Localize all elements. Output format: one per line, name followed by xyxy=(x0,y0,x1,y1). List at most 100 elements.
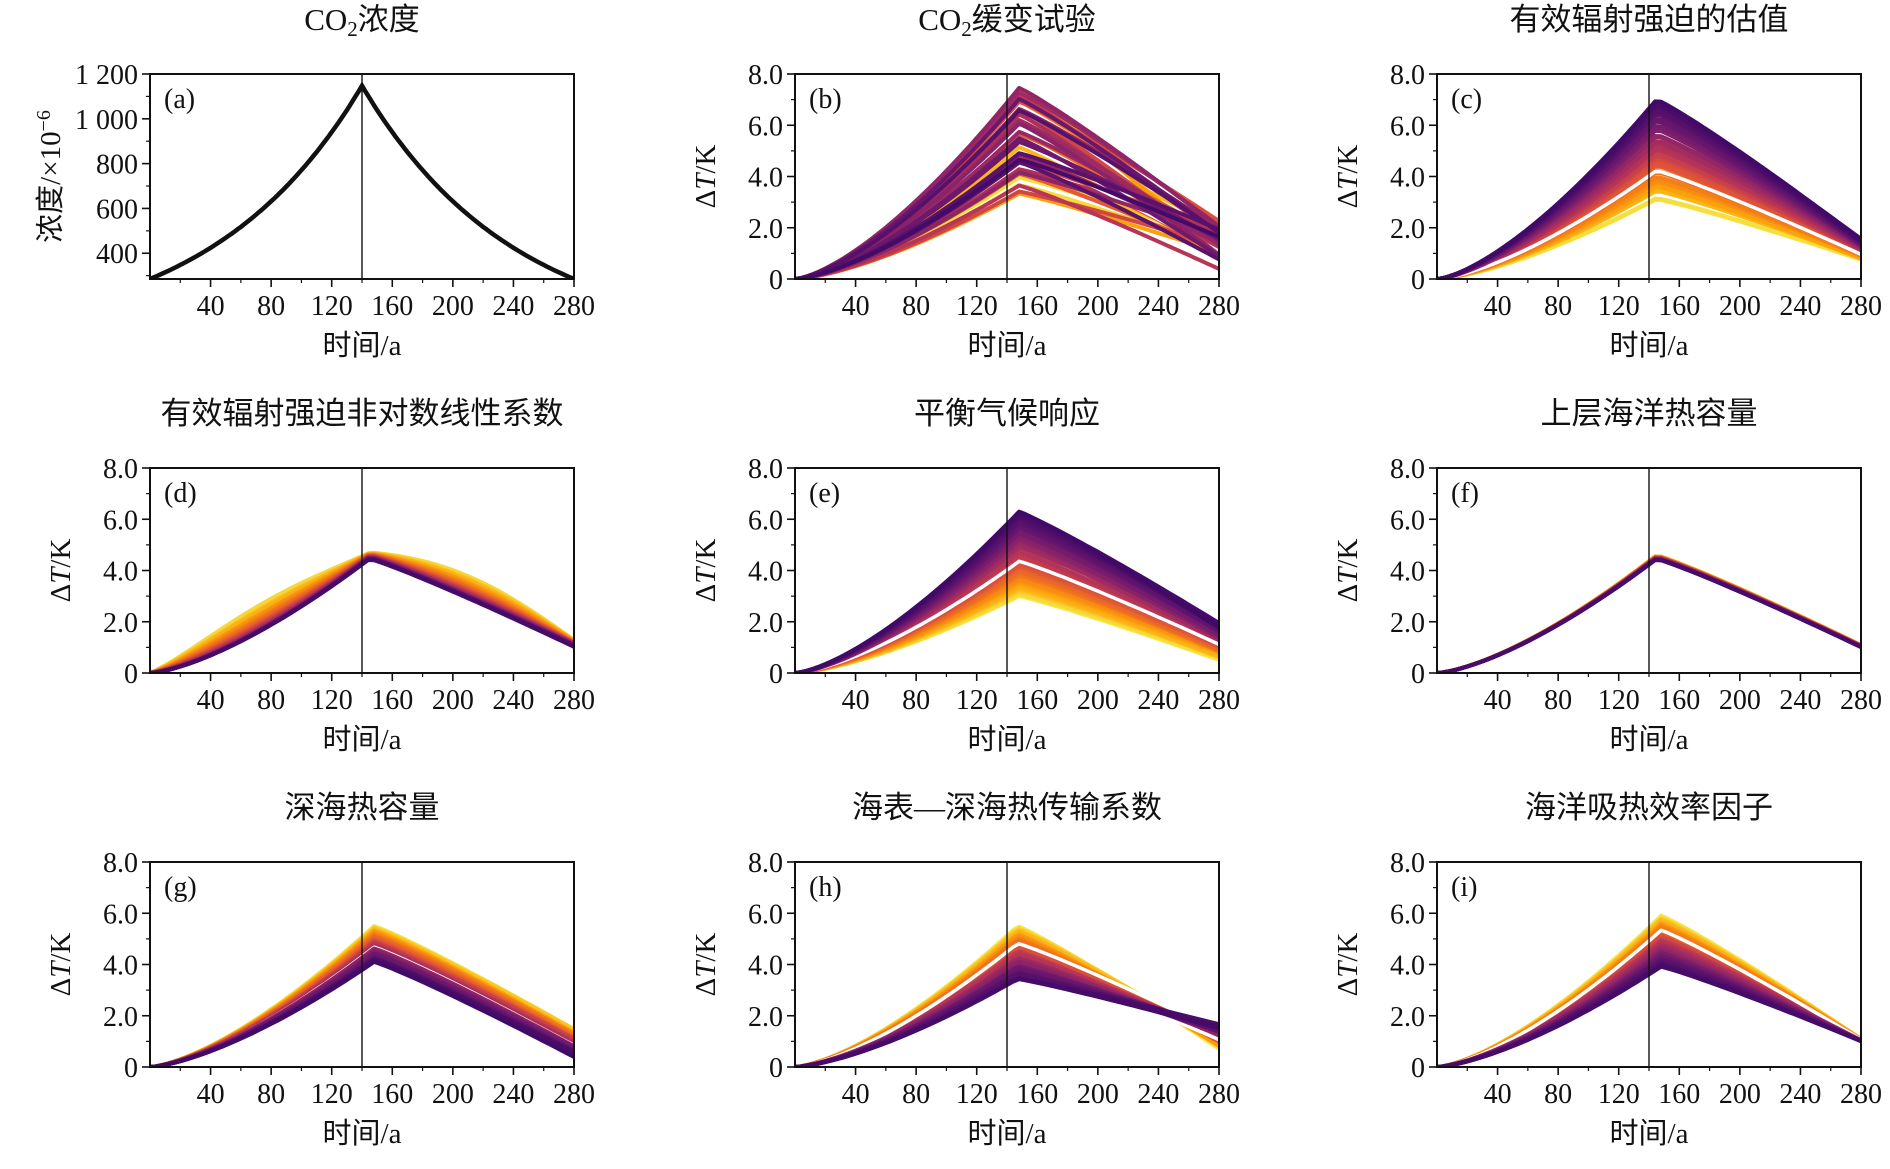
y-tick-label: 6.0 xyxy=(103,505,138,536)
y-tick-label: 2.0 xyxy=(748,214,783,245)
x-tick-label: 160 xyxy=(1658,685,1700,716)
y-tick-label: 0 xyxy=(1411,659,1425,690)
y-tick-label: 6.0 xyxy=(748,111,783,142)
x-tick-label: 160 xyxy=(371,1079,413,1110)
x-tick-label: 120 xyxy=(311,685,353,716)
x-tick-label: 280 xyxy=(1840,291,1882,322)
x-tick-label: 200 xyxy=(1077,1079,1119,1110)
panel-d: 有效辐射强迫非对数线性系数 40 80 120 160 200 240 280 0 2.0 4.0 6… xyxy=(45,396,595,756)
x-tick-label: 120 xyxy=(1598,1079,1640,1110)
panel-title: 上层海洋热容量 xyxy=(1541,396,1758,431)
y-tick-label: 6.0 xyxy=(1390,505,1425,536)
x-tick-label: 40 xyxy=(1484,685,1512,716)
y-tick-label: 2.0 xyxy=(1390,1002,1425,1033)
x-tick-label: 200 xyxy=(1077,291,1119,322)
x-tick-label: 240 xyxy=(1779,291,1821,322)
y-axis-label: ΔT/K xyxy=(690,933,722,997)
y-tick-label: 2.0 xyxy=(103,608,138,639)
x-tick-label: 120 xyxy=(311,1079,353,1110)
panel-label: (g) xyxy=(164,872,197,903)
x-axis-label: 时间/a xyxy=(1610,1117,1689,1150)
panel-label: (b) xyxy=(809,84,842,115)
x-tick-label: 280 xyxy=(553,1079,595,1110)
y-axis-label: ΔT/K xyxy=(45,539,77,603)
y-axis-label: ΔT/K xyxy=(690,539,722,603)
y-tick-label: 4.0 xyxy=(1390,557,1425,588)
y-tick-label: 2.0 xyxy=(748,1002,783,1033)
x-tick-label: 40 xyxy=(1484,291,1512,322)
y-tick-label: 8.0 xyxy=(103,848,138,879)
x-tick-label: 120 xyxy=(311,291,353,322)
panel-h: 海表—深海热传输系数 40 80 120 160 200 240 280 0 2.0 4.0 6.0 8… xyxy=(690,790,1240,1150)
x-tick-label: 200 xyxy=(1719,291,1761,322)
x-tick-label: 80 xyxy=(902,1079,930,1110)
x-tick-label: 120 xyxy=(956,685,998,716)
panel-title: 深海热容量 xyxy=(285,790,440,825)
x-tick-label: 160 xyxy=(1016,685,1058,716)
panel-title: CO2缓变试验 xyxy=(918,2,1096,41)
x-tick-label: 120 xyxy=(956,1079,998,1110)
panel-title: 有效辐射强迫的估值 xyxy=(1510,2,1789,37)
x-tick-label: 280 xyxy=(553,291,595,322)
y-tick-label: 4.0 xyxy=(103,951,138,982)
x-tick-label: 280 xyxy=(553,685,595,716)
y-tick-label: 4.0 xyxy=(1390,951,1425,982)
panel-label: (d) xyxy=(164,478,197,509)
x-tick-label: 200 xyxy=(1077,685,1119,716)
panel-title: CO2浓度 xyxy=(304,2,420,41)
x-tick-label: 160 xyxy=(1658,1079,1700,1110)
x-tick-label: 120 xyxy=(956,291,998,322)
panel-label: (a) xyxy=(164,84,195,115)
x-tick-label: 160 xyxy=(371,291,413,322)
x-tick-label: 120 xyxy=(1598,685,1640,716)
x-axis-label: 时间/a xyxy=(1610,329,1689,362)
x-tick-label: 80 xyxy=(1544,1079,1572,1110)
x-tick-label: 160 xyxy=(1016,1079,1058,1110)
x-tick-label: 80 xyxy=(902,291,930,322)
y-tick-label: 6.0 xyxy=(1390,111,1425,142)
panel-label: (e) xyxy=(809,478,840,509)
panel-title: 海洋吸热效率因子 xyxy=(1525,790,1773,825)
panel-c: 有效辐射强迫的估值 40 80 120 160 200 240 280 0 2.0 4.0 6.0 8.… xyxy=(1332,2,1882,362)
x-tick-label: 40 xyxy=(197,685,225,716)
y-tick-label: 2.0 xyxy=(103,1002,138,1033)
y-tick-label: 4.0 xyxy=(748,951,783,982)
y-tick-label: 4.0 xyxy=(103,557,138,588)
x-tick-label: 280 xyxy=(1840,1079,1882,1110)
x-axis-label: 时间/a xyxy=(323,723,402,756)
y-tick-label: 4.0 xyxy=(1390,163,1425,194)
x-tick-label: 120 xyxy=(1598,291,1640,322)
panel-b: CO2缓变试验 40 80 120 160 200 240 280 0 2.0 4.0 6.0 8.0 (… xyxy=(690,2,1240,362)
x-tick-label: 280 xyxy=(1198,1079,1240,1110)
panel-e: 平衡气候响应 40 80 120 160 200 240 280 0 2.0 4.0 6.0 8.0 (e… xyxy=(690,396,1240,756)
panel-label: (f) xyxy=(1451,478,1479,509)
x-axis-label: 时间/a xyxy=(323,1117,402,1150)
y-tick-label: 6.0 xyxy=(1390,899,1425,930)
x-tick-label: 240 xyxy=(1137,685,1179,716)
x-tick-label: 280 xyxy=(1198,685,1240,716)
x-tick-label: 240 xyxy=(1779,1079,1821,1110)
y-tick-label: 4.0 xyxy=(748,557,783,588)
panel-label: (c) xyxy=(1451,84,1482,115)
y-tick-label: 400 xyxy=(96,239,138,270)
x-axis-label: 时间/a xyxy=(968,329,1047,362)
x-tick-label: 240 xyxy=(492,1079,534,1110)
x-tick-label: 160 xyxy=(1658,291,1700,322)
x-tick-label: 40 xyxy=(842,685,870,716)
panel-title: 有效辐射强迫非对数线性系数 xyxy=(161,396,564,431)
panel-label: (i) xyxy=(1451,872,1477,903)
y-axis-label: ΔT/K xyxy=(45,933,77,997)
x-axis-label: 时间/a xyxy=(968,1117,1047,1150)
x-tick-label: 280 xyxy=(1198,291,1240,322)
x-tick-label: 80 xyxy=(257,1079,285,1110)
y-tick-label: 600 xyxy=(96,194,138,225)
y-tick-label: 0 xyxy=(769,659,783,690)
panel-f: 上层海洋热容量 40 80 120 160 200 240 280 0 2.0 4.0 6.0 8.0 (… xyxy=(1332,396,1882,756)
y-tick-label: 1 200 xyxy=(75,60,138,91)
panel-i: 海洋吸热效率因子 40 80 120 160 200 240 280 0 2.0 4.0 6.0 8.0… xyxy=(1332,790,1882,1150)
y-axis-label: ΔT/K xyxy=(1332,933,1364,997)
x-axis-label: 时间/a xyxy=(1610,723,1689,756)
x-axis-label: 时间/a xyxy=(323,329,402,362)
x-tick-label: 40 xyxy=(842,1079,870,1110)
